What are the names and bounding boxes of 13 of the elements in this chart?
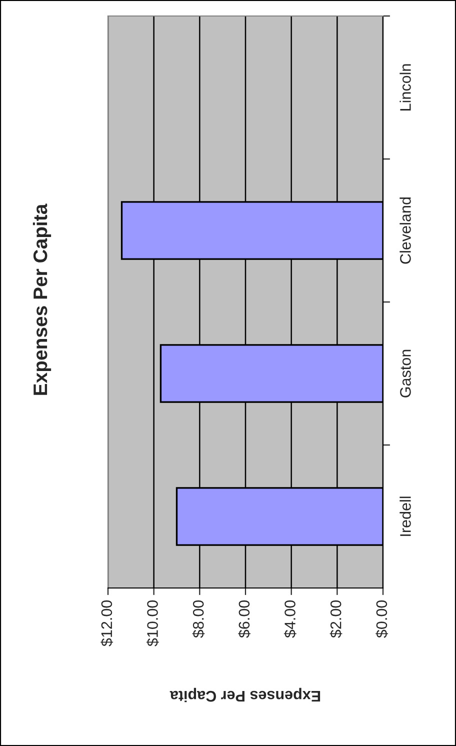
- x-tick-label: $8.00: [192, 600, 205, 638]
- x-tick-label: $10.00: [146, 600, 159, 646]
- x-tick-label: $0.00: [376, 600, 388, 638]
- y-tick-label: Iredell: [400, 496, 411, 536]
- x-axis-title: Expenses Per Capita: [170, 688, 320, 702]
- x-tick-label: $6.00: [238, 600, 251, 638]
- y-tick-label: Gaston: [400, 350, 411, 398]
- y-tick-label: Cleveland: [400, 198, 411, 264]
- x-tick-label: $2.00: [330, 600, 342, 638]
- x-tick-label: $4.00: [284, 600, 296, 638]
- y-tick-label: Lincoln: [400, 64, 411, 110]
- text: Expenses Per Capita: [32, 204, 52, 395]
- x-tick-label: $12.00: [100, 600, 114, 646]
